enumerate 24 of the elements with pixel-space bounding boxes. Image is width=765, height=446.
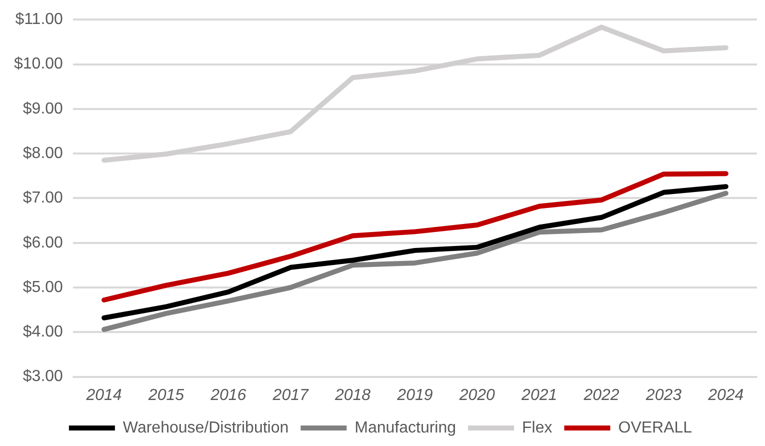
y-tick-label: $7.00 (22, 190, 64, 207)
x-tick-label: 2017 (272, 386, 310, 404)
x-tick-label: 2022 (582, 386, 620, 404)
legend-label: Manufacturing (354, 419, 456, 436)
x-tick-label: 2020 (458, 386, 496, 404)
y-tick-label: $9.00 (22, 100, 64, 118)
y-tick-label: $11.00 (15, 11, 64, 28)
x-tick-label: 2021 (520, 386, 558, 404)
legend-label: Warehouse/Distribution (122, 419, 289, 436)
x-tick-label: 2015 (147, 386, 184, 404)
x-tick-label: 2019 (396, 386, 433, 404)
y-tick-label: $3.00 (22, 368, 64, 386)
y-tick-label: $8.00 (22, 144, 64, 162)
x-tick-label: 2018 (334, 386, 371, 404)
y-tick-label: $6.00 (22, 234, 64, 252)
y-tick-label: $5.00 (22, 278, 64, 296)
y-tick-label: $10.00 (14, 56, 64, 73)
x-tick-label: 2023 (644, 386, 682, 404)
x-tick-label: 2014 (85, 386, 122, 404)
legend-label: OVERALL (618, 419, 692, 436)
x-tick-label: 2024 (707, 386, 744, 404)
x-tick-label: 2016 (210, 386, 246, 404)
y-tick-label: $4.00 (22, 324, 64, 341)
legend-label: Flex (522, 419, 552, 436)
